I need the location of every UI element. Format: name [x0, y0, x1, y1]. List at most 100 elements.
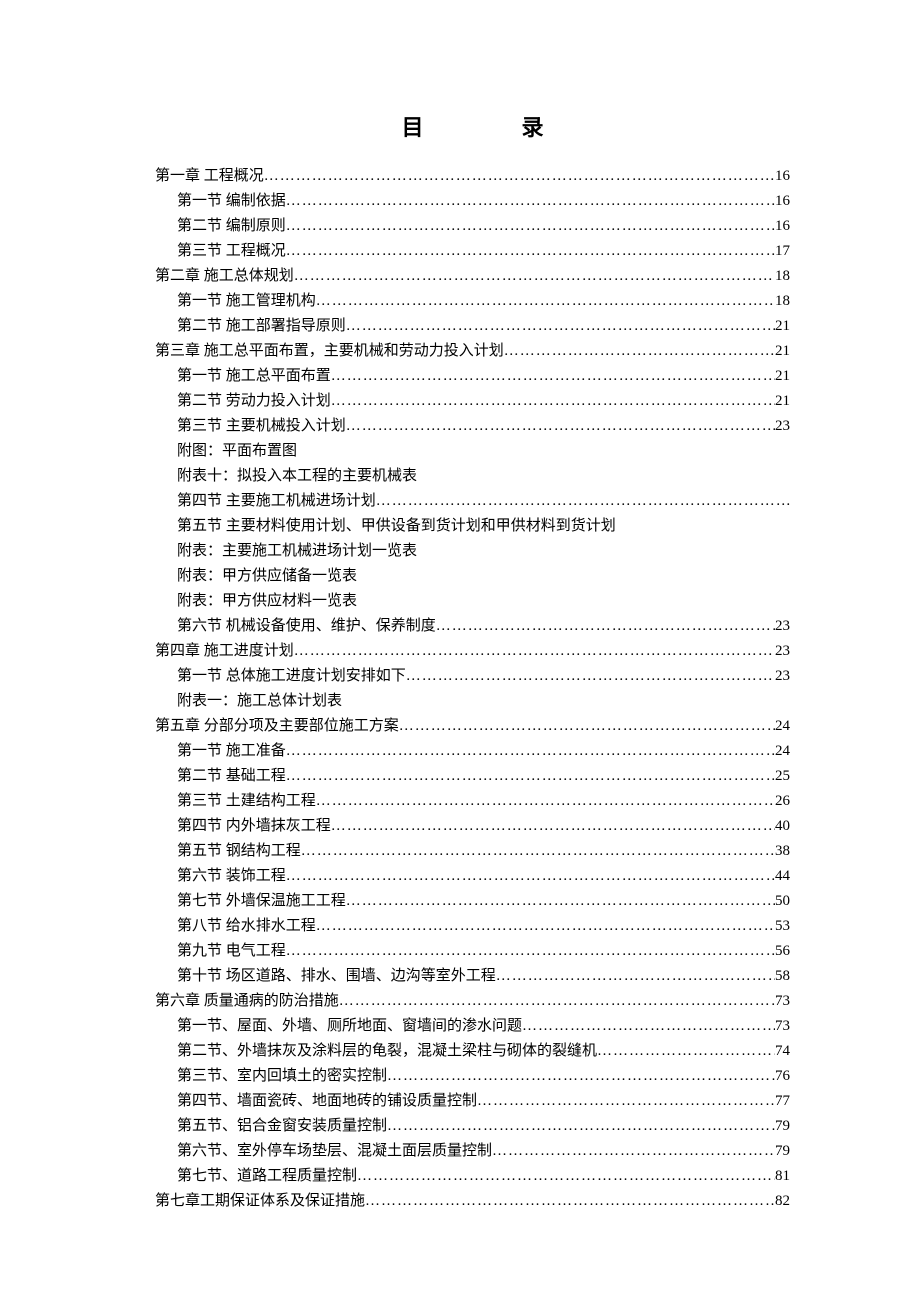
toc-entry-label: 第二节 编制原则	[177, 214, 286, 239]
toc-leader-dots	[357, 1164, 775, 1189]
toc-entry-page: 50	[775, 889, 790, 914]
toc-entry: 第四章 施工进度计划 23	[155, 639, 790, 664]
toc-leader-dots	[346, 414, 775, 439]
toc-entry: 附表一：施工总体计划表	[155, 689, 790, 714]
toc-entry-page: 25	[775, 764, 790, 789]
toc-leader-dots	[406, 664, 775, 689]
document-title-container: 目 录	[155, 110, 790, 142]
toc-leader-dots	[286, 864, 775, 889]
toc-entry-label: 第一节 编制依据	[177, 189, 286, 214]
toc-entry: 第二节、外墙抹灰及涂料层的龟裂，混凝土梁柱与砌体的裂缝机 74	[155, 1039, 790, 1064]
toc-entry: 第一节 编制依据 16	[155, 189, 790, 214]
toc-entry: 第十节 场区道路、排水、围墙、边沟等室外工程 58	[155, 964, 790, 989]
toc-entry-label: 第一节 施工管理机构	[177, 289, 316, 314]
toc-entry-label: 第三节、室内回填土的密实控制	[177, 1064, 387, 1089]
toc-leader-dots	[294, 639, 775, 664]
toc-entry: 第四节 内外墙抹灰工程 40	[155, 814, 790, 839]
toc-entry-label: 第二节、外墙抹灰及涂料层的龟裂，混凝土梁柱与砌体的裂缝机	[177, 1039, 597, 1064]
toc-entry-page: 16	[775, 164, 790, 189]
toc-entry-label: 第六节 机械设备使用、维护、保养制度	[177, 614, 436, 639]
toc-entry-label: 第三节 土建结构工程	[177, 789, 316, 814]
toc-entry-label: 第二节 基础工程	[177, 764, 286, 789]
toc-entry-label: 附表十：拟投入本工程的主要机械表	[177, 468, 417, 484]
toc-leader-dots	[376, 489, 790, 514]
toc-entry-page: 82	[775, 1189, 790, 1214]
toc-entry-page: 21	[775, 389, 790, 414]
toc-entry: 附表：甲方供应储备一览表	[155, 564, 790, 589]
toc-leader-dots	[286, 739, 775, 764]
toc-entry: 第三节 工程概况 17	[155, 239, 790, 264]
toc-entry: 第五节、铝合金窗安装质量控制 79	[155, 1114, 790, 1139]
toc-entry: 第三节、室内回填土的密实控制 76	[155, 1064, 790, 1089]
toc-entry: 第四节 主要施工机械进场计划	[155, 489, 790, 514]
toc-leader-dots	[286, 939, 775, 964]
toc-entry: 第三章 施工总平面布置，主要机械和劳动力投入计划 21	[155, 339, 790, 364]
toc-leader-dots	[316, 789, 775, 814]
toc-entry: 第二节 施工部署指导原则 21	[155, 314, 790, 339]
toc-leader-dots	[496, 964, 775, 989]
toc-leader-dots	[387, 1114, 775, 1139]
toc-leader-dots	[399, 714, 775, 739]
toc-entry-page: 18	[775, 264, 790, 289]
toc-entry-label: 附表：甲方供应材料一览表	[177, 593, 357, 609]
toc-entry-label: 第一节 施工准备	[177, 739, 286, 764]
toc-entry-page: 38	[775, 839, 790, 864]
toc-entry-label: 附图：平面布置图	[177, 443, 297, 459]
toc-entry: 第八节 给水排水工程 53	[155, 914, 790, 939]
title-char-2: 录	[522, 115, 544, 140]
toc-entry: 附表：甲方供应材料一览表	[155, 589, 790, 614]
toc-entry-page: 23	[775, 639, 790, 664]
toc-entry-label: 第五节 钢结构工程	[177, 839, 301, 864]
toc-entry-label: 第四节、墙面瓷砖、地面地砖的铺设质量控制	[177, 1089, 477, 1114]
toc-entry: 附表十：拟投入本工程的主要机械表	[155, 464, 790, 489]
table-of-contents: 第一章 工程概况 16第一节 编制依据 16第二节 编制原则 16 第三节 工程概…	[155, 164, 790, 1214]
toc-entry: 第一节 施工总平面布置 21	[155, 364, 790, 389]
toc-entry-label: 第四章 施工进度计划	[155, 639, 294, 664]
toc-entry-label: 第六章 质量通病的防治措施	[155, 989, 339, 1014]
toc-entry-label: 第三节 工程概况	[177, 239, 286, 264]
toc-entry: 第二节 基础工程 25	[155, 764, 790, 789]
toc-leader-dots	[477, 1089, 775, 1114]
toc-entry-page: 73	[775, 989, 790, 1014]
toc-leader-dots	[316, 914, 775, 939]
toc-leader-dots	[331, 364, 775, 389]
toc-leader-dots	[492, 1139, 775, 1164]
toc-entry: 第七节 外墙保温施工工程 50	[155, 889, 790, 914]
toc-entry-page: 26	[775, 789, 790, 814]
toc-leader-dots	[597, 1039, 775, 1064]
toc-entry: 第五节 钢结构工程 38	[155, 839, 790, 864]
toc-entry-label: 第二节 施工部署指导原则	[177, 314, 346, 339]
toc-entry: 第九节 电气工程 56	[155, 939, 790, 964]
toc-entry-page: 21	[775, 339, 790, 364]
toc-entry-page: 81	[775, 1164, 790, 1189]
toc-entry-label: 第九节 电气工程	[177, 939, 286, 964]
toc-leader-dots	[294, 264, 775, 289]
toc-entry: 第二章 施工总体规划 18	[155, 264, 790, 289]
toc-entry-page: 79	[775, 1139, 790, 1164]
toc-entry: 第一节、屋面、外墙、厕所地面、窗墙间的渗水问题 73	[155, 1014, 790, 1039]
toc-entry-label: 第三节 主要机械投入计划	[177, 414, 346, 439]
toc-entry: 第六章 质量通病的防治措施 73	[155, 989, 790, 1014]
toc-leader-dots	[346, 889, 775, 914]
toc-entry-label: 第五节 主要材料使用计划、甲供设备到货计划和甲供材料到货计划	[177, 518, 616, 534]
toc-entry-page: 24	[775, 714, 790, 739]
toc-entry: 第一节 施工管理机构 18	[155, 289, 790, 314]
toc-entry-label: 第六节、室外停车场垫层、混凝土面层质量控制	[177, 1139, 492, 1164]
toc-entry-label: 第三章 施工总平面布置，主要机械和劳动力投入计划	[155, 339, 504, 364]
toc-entry: 附表：主要施工机械进场计划一览表	[155, 539, 790, 564]
toc-entry-page: 58	[775, 964, 790, 989]
toc-entry-label: 附表：主要施工机械进场计划一览表	[177, 543, 417, 559]
title-char-1: 目	[401, 115, 423, 140]
toc-entry-label: 第八节 给水排水工程	[177, 914, 316, 939]
toc-entry-label: 第一章 工程概况	[155, 164, 264, 189]
toc-entry-label: 第四节 内外墙抹灰工程	[177, 814, 331, 839]
toc-entry-label: 第五章 分部分项及主要部位施工方案	[155, 714, 399, 739]
toc-entry: 第四节、墙面瓷砖、地面地砖的铺设质量控制 77	[155, 1089, 790, 1114]
toc-leader-dots	[331, 389, 775, 414]
toc-leader-dots	[331, 814, 775, 839]
toc-entry-page: 24	[775, 739, 790, 764]
toc-entry-page: 16	[775, 189, 790, 214]
toc-entry-label: 第七节、道路工程质量控制	[177, 1164, 357, 1189]
toc-entry-label: 第四节 主要施工机械进场计划	[177, 489, 376, 514]
toc-entry-label: 第二节 劳动力投入计划	[177, 389, 331, 414]
